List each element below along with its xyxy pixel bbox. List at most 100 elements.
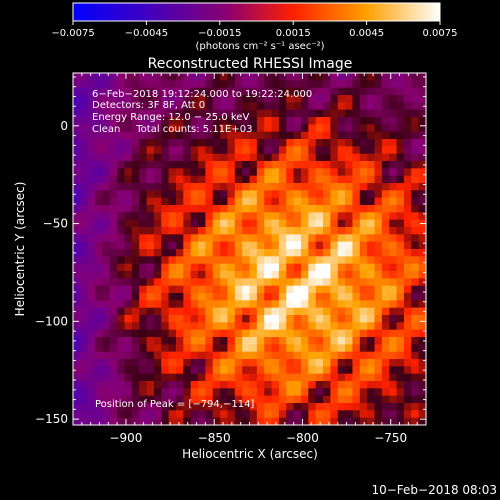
heatmap-cell: [286, 205, 295, 213]
heatmap-cell: [249, 417, 258, 425]
heatmap-cell: [161, 212, 169, 221]
heatmap-cell: [300, 417, 309, 425]
heatmap-cell: [337, 300, 346, 309]
heatmap-cell: [323, 146, 331, 155]
heatmap-cell: [190, 256, 199, 265]
heatmap-cell: [323, 344, 331, 353]
heatmap-cell: [359, 117, 368, 125]
heatmap-cell: [198, 234, 206, 243]
heatmap-cell: [212, 73, 221, 81]
heatmap-cell: [175, 146, 184, 155]
heatmap-cell: [256, 381, 265, 389]
heatmap-cell: [323, 395, 331, 404]
heatmap-cell: [87, 307, 96, 316]
heatmap-cell: [389, 80, 397, 89]
heatmap-cell: [411, 366, 420, 375]
heatmap-cell: [109, 117, 118, 125]
heatmap-cell: [330, 205, 339, 213]
heatmap-cell: [403, 227, 412, 235]
heatmap-cell: [345, 117, 353, 125]
heatmap-cell: [367, 161, 375, 169]
heatmap-cell: [234, 227, 243, 235]
heatmap-cell: [308, 124, 317, 133]
heatmap-cell: [168, 80, 177, 89]
heatmap-cell: [175, 241, 184, 250]
heatmap-cell: [381, 139, 390, 147]
heatmap-cell: [205, 153, 214, 162]
heatmap-cell: [124, 80, 133, 89]
heatmap-cell: [337, 271, 346, 279]
heatmap-cell: [146, 190, 155, 199]
heatmap-cell: [80, 307, 89, 316]
heatmap-cell: [117, 124, 125, 133]
heatmap-cell: [205, 417, 214, 425]
heatmap-cell: [256, 227, 265, 235]
heatmap-cell: [198, 80, 206, 89]
heatmap-cell: [418, 344, 426, 353]
heatmap-cell: [337, 351, 346, 360]
heatmap-cell: [345, 403, 353, 411]
heatmap-cell: [183, 366, 192, 375]
heatmap-cell: [330, 197, 339, 206]
heatmap-cell: [139, 139, 147, 147]
heatmap-cell: [389, 322, 397, 331]
heatmap-cell: [418, 263, 426, 272]
heatmap-cell: [212, 395, 221, 404]
heatmap-cell: [161, 234, 169, 243]
heatmap-cell: [337, 205, 346, 213]
heatmap-cell: [418, 388, 426, 397]
heatmap-cell: [249, 131, 258, 140]
heatmap-cell: [264, 197, 272, 206]
heatmap-cell: [315, 271, 324, 279]
heatmap-cell: [131, 219, 140, 228]
heatmap-cell: [139, 109, 147, 118]
heatmap-cell: [271, 344, 280, 353]
colorbar-ticks: −0.0075 −0.0045 −0.0015 0.0015 0.0045 0.0075: [51, 21, 458, 39]
heatmap-cell: [249, 403, 258, 411]
heatmap-cell: [117, 344, 125, 353]
heatmap-cell: [345, 95, 353, 103]
heatmap-cell: [418, 285, 426, 294]
heatmap-cell: [418, 417, 426, 425]
heatmap-cell: [212, 124, 221, 133]
heatmap-cell: [396, 300, 405, 309]
heatmap-cell: [153, 80, 162, 89]
heatmap-cell: [124, 73, 133, 81]
heatmap-cell: [73, 109, 81, 118]
heatmap-cell: [293, 146, 302, 155]
heatmap-cell: [264, 205, 272, 213]
heatmap-cell: [161, 278, 169, 287]
heatmap-cell: [212, 344, 221, 353]
heatmap-cell: [73, 249, 81, 257]
heatmap-cell: [256, 417, 265, 425]
heatmap-cell: [264, 124, 272, 133]
heatmap-cell: [227, 417, 236, 425]
heatmap-cell: [242, 227, 250, 235]
heatmap-cell: [146, 95, 155, 103]
heatmap-cell: [403, 102, 412, 111]
heatmap-cell: [264, 241, 272, 250]
heatmap-cell: [367, 300, 375, 309]
heatmap-cell: [403, 190, 412, 199]
heatmap-cell: [330, 175, 339, 184]
heatmap-cell: [212, 256, 221, 265]
heatmap-cell: [205, 73, 214, 81]
heatmap-cell: [374, 315, 383, 323]
heatmap-cell: [286, 417, 295, 425]
heatmap-cell: [337, 212, 346, 221]
heatmap-cell: [220, 307, 228, 316]
heatmap-cell: [117, 87, 125, 96]
heatmap-cell: [352, 337, 361, 345]
heatmap-cell: [109, 146, 118, 155]
heatmap-cell: [389, 219, 397, 228]
heatmap-cell: [95, 373, 103, 382]
heatmap-cell: [190, 307, 199, 316]
heatmap-cell: [153, 109, 162, 118]
heatmap-cell: [300, 205, 309, 213]
heatmap-cell: [411, 403, 420, 411]
heatmap-cell: [271, 175, 280, 184]
heatmap-cell: [256, 168, 265, 177]
heatmap-cell: [389, 131, 397, 140]
heatmap-cell: [124, 249, 133, 257]
heatmap-cell: [102, 359, 111, 367]
